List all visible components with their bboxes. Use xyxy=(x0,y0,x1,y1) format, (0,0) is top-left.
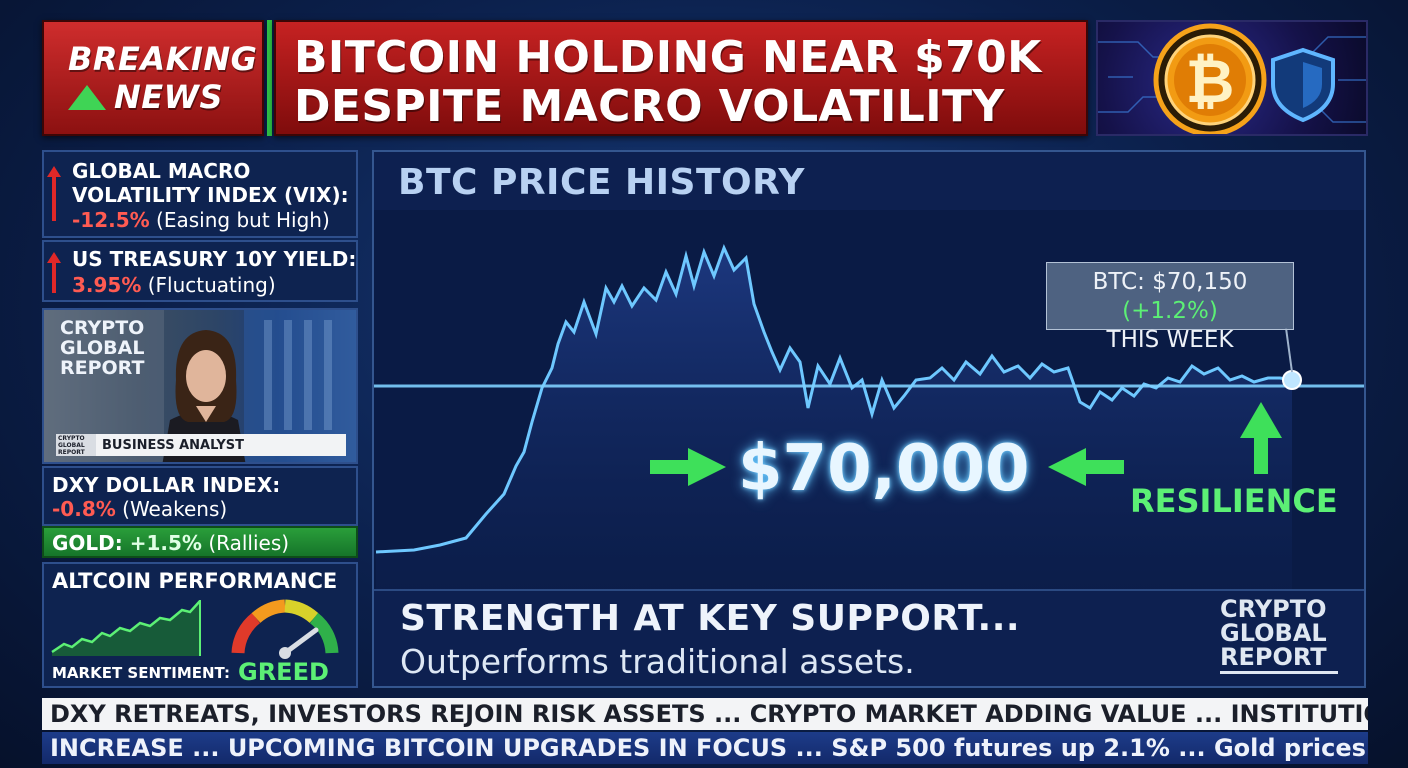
header-divider xyxy=(267,20,272,136)
chart-title: BTC PRICE HISTORY xyxy=(398,162,805,203)
chart-subline: Outperforms traditional assets. xyxy=(400,642,915,681)
anchor-logo-line-1: CRYPTO xyxy=(60,317,145,339)
bitcoin-shield-illustration: ₿ xyxy=(1098,23,1366,134)
channel-logo-line-1: CRYPTO xyxy=(1220,595,1327,623)
small-logo-line-2: GLOBAL xyxy=(58,442,85,449)
sentiment-gauge-icon xyxy=(231,599,339,659)
sentiment-value: GREED xyxy=(238,658,329,686)
treasury-label: US TREASURY 10Y YIELD: xyxy=(72,247,357,271)
green-right-arrow-icon xyxy=(650,448,726,486)
vix-value: -12.5% xyxy=(72,208,150,232)
small-logo-line-1: CRYPTO xyxy=(58,435,85,442)
headline-line-2: DESPITE MACRO VOLATILITY xyxy=(294,81,1005,132)
altcoin-panel: ALTCOIN PERFORMANCE MARKET SENTIMENT: GR… xyxy=(42,562,358,688)
price-line xyxy=(375,244,1293,554)
breaking-label: BREAKING xyxy=(68,40,258,78)
anchor-small-logo: CRYPTO GLOBAL REPORT xyxy=(56,434,96,456)
small-logo-line-3: REPORT xyxy=(58,449,85,456)
breaking-news-badge: BREAKING NEWS xyxy=(42,20,264,136)
anchor-channel-logo: CRYPTO GLOBAL REPORT xyxy=(60,318,144,378)
shield-icon xyxy=(1271,47,1335,123)
red-up-arrow-icon xyxy=(47,252,61,293)
channel-logo: CRYPTO GLOBAL REPORT xyxy=(1220,597,1350,674)
news-label-row: NEWS xyxy=(68,78,262,116)
news-ticker-line-1: DXY RETREATS, INVESTORS REJOIN RISK ASSE… xyxy=(42,698,1368,730)
chart-subheadline: STRENGTH AT KEY SUPPORT... xyxy=(400,598,1021,639)
vix-label-2: VOLATILITY INDEX (VIX): xyxy=(72,183,349,207)
price-callout: BTC: $70,150 (+1.2%) THIS WEEK xyxy=(1046,262,1294,353)
bitcoin-coin-icon: ₿ xyxy=(1153,23,1267,134)
callout-price-row: BTC: $70,150 (+1.2%) xyxy=(1047,268,1293,326)
vix-indicator: GLOBAL MACRO VOLATILITY INDEX (VIX): -12… xyxy=(42,150,358,238)
resilience-label: RESILIENCE xyxy=(1130,482,1338,520)
green-left-arrow-icon xyxy=(1048,448,1124,486)
news-label: NEWS xyxy=(114,78,223,116)
vix-note: (Easing but High) xyxy=(149,208,330,232)
svg-text:₿: ₿ xyxy=(1186,47,1235,117)
altcoin-mini-chart xyxy=(51,600,201,656)
vix-label-1: GLOBAL MACRO xyxy=(72,159,251,183)
treasury-value: 3.95% xyxy=(72,273,142,297)
treasury-indicator: US TREASURY 10Y YIELD: 3.95% (Fluctuatin… xyxy=(42,240,358,302)
green-up-arrow-icon xyxy=(1240,402,1282,474)
anchor-video: CRYPTO GLOBAL REPORT CRYPTO GLOBAL REPOR… xyxy=(42,308,358,464)
dxy-indicator: DXY DOLLAR INDEX: -0.8% (Weakens) xyxy=(42,466,358,526)
headline-banner: BITCOIN HOLDING NEAR $70K DESPITE MACRO … xyxy=(274,20,1088,136)
dxy-note: (Weakens) xyxy=(115,497,228,521)
current-price-marker xyxy=(1282,370,1302,390)
channel-logo-line-3: REPORT xyxy=(1220,643,1327,671)
treasury-note: (Fluctuating) xyxy=(141,273,276,297)
news-ticker-line-2: INCREASE ... UPCOMING BITCOIN UPGRADES I… xyxy=(42,732,1368,764)
red-up-arrow-icon xyxy=(47,166,61,221)
channel-logo-line-2: GLOBAL xyxy=(1220,619,1327,647)
treasury-value-row: 3.95% (Fluctuating) xyxy=(72,274,276,297)
callout-price: BTC: $70,150 xyxy=(1092,269,1248,295)
gold-indicator: GOLD: +1.5% (Rallies) xyxy=(42,526,358,558)
headline-line-1: BITCOIN HOLDING NEAR $70K xyxy=(294,32,1042,83)
callout-period: THIS WEEK xyxy=(1106,327,1234,353)
anchor-lower-third: CRYPTO GLOBAL REPORT BUSINESS ANALYST xyxy=(56,434,346,456)
anchor-caption: BUSINESS ANALYST xyxy=(102,437,244,453)
support-level-label: $70,000 xyxy=(738,432,1030,506)
dxy-value-row: -0.8% (Weakens) xyxy=(52,498,227,521)
green-up-triangle-icon xyxy=(68,84,106,110)
price-area xyxy=(376,248,1292,590)
channel-logo-underline xyxy=(1220,671,1338,674)
anchor-logo-line-2: GLOBAL xyxy=(60,337,145,359)
anchor-logo-line-3: REPORT xyxy=(60,357,145,379)
gold-note: (Rallies) xyxy=(201,531,290,555)
btc-chart-panel: BTC PRICE HISTORY BTC: $70,150 (+1.2%) xyxy=(372,150,1366,688)
bitcoin-graphic: ₿ xyxy=(1096,20,1368,136)
gold-label: GOLD: xyxy=(52,531,123,555)
gold-value: +1.5% xyxy=(129,531,202,555)
dxy-label: DXY DOLLAR INDEX: xyxy=(52,473,281,497)
sentiment-label: MARKET SENTIMENT: xyxy=(52,664,230,682)
dxy-value: -0.8% xyxy=(52,497,116,521)
callout-change: (+1.2%) xyxy=(1122,298,1218,324)
vix-value-row: -12.5% (Easing but High) xyxy=(72,209,330,232)
altcoin-title: ALTCOIN PERFORMANCE xyxy=(52,569,338,593)
